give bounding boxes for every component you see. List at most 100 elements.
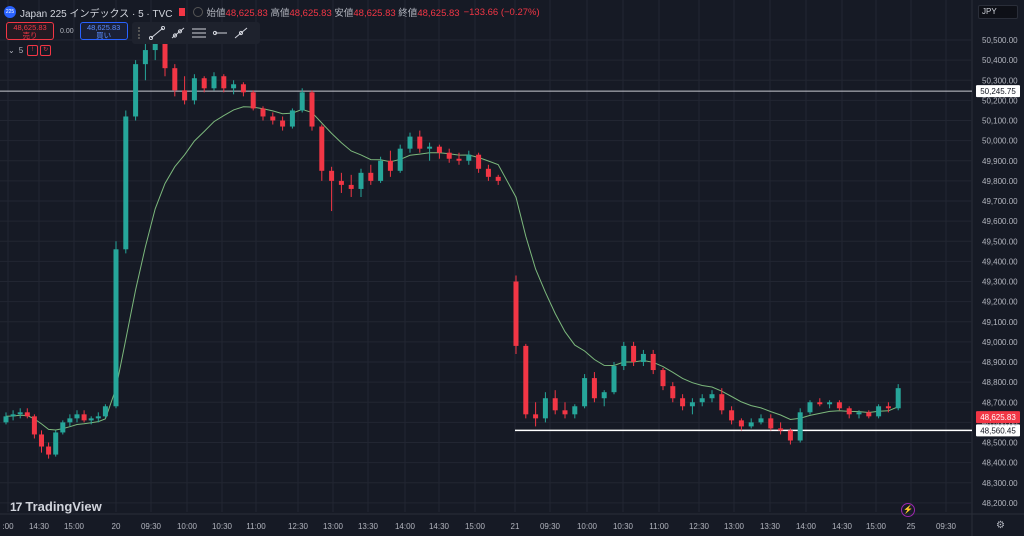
candle-body	[387, 160, 393, 171]
sell-button[interactable]: 48,625.83 売り	[6, 22, 54, 40]
candle-body	[758, 418, 764, 423]
currency-selector[interactable]: JPY	[978, 5, 1018, 19]
x-tick-label: 09:30	[540, 522, 561, 531]
candle-body	[53, 432, 59, 455]
y-tick-label: 49,300.00	[982, 278, 1018, 287]
candle-body	[476, 154, 482, 169]
candle-body	[591, 378, 597, 399]
ray-icon[interactable]	[170, 26, 186, 40]
candle-body	[680, 398, 686, 407]
symbol-title[interactable]: Japan 225 インデックス · 5 · TVC	[20, 8, 173, 20]
x-tick-label: 09:30	[141, 522, 162, 531]
candle-body	[240, 84, 246, 93]
y-tick-label: 48,200.00	[982, 499, 1018, 508]
candle-body	[24, 412, 30, 417]
candle-body	[601, 392, 607, 399]
x-tick-label: 14:30	[832, 522, 853, 531]
interval-label[interactable]: 5	[18, 46, 24, 55]
chevron-down-icon[interactable]: ⌄	[8, 46, 15, 55]
candle-body	[456, 158, 462, 161]
extended-line-icon[interactable]	[233, 26, 249, 40]
y-tick-label: 50,300.00	[982, 76, 1018, 85]
candle-body	[699, 398, 705, 403]
candle-body	[319, 126, 325, 171]
candle-body	[221, 76, 227, 89]
candle-body	[552, 398, 558, 411]
candle-body	[417, 136, 423, 149]
price-line-label-box	[976, 424, 1020, 437]
y-tick-label: 49,100.00	[982, 318, 1018, 327]
x-tick-label: :00	[2, 522, 14, 531]
lightning-icon[interactable]: ⚡	[901, 503, 915, 517]
price-line-label-box	[976, 85, 1020, 98]
candle-body	[797, 412, 803, 441]
candle-body	[201, 78, 207, 89]
last-price-label: 48,625.83	[980, 413, 1016, 422]
candle-body	[542, 398, 548, 419]
x-tick-label: 09:30	[936, 522, 957, 531]
candle-body	[102, 406, 108, 417]
x-tick-label: 10:00	[577, 522, 598, 531]
x-tick-label: 15:00	[64, 522, 85, 531]
symbol-badge[interactable]: 225	[4, 6, 16, 18]
candle-body	[88, 418, 94, 421]
x-tick-label: 13:30	[760, 522, 781, 531]
y-tick-label: 49,400.00	[982, 257, 1018, 266]
candle-body	[60, 422, 66, 433]
candle-body	[689, 402, 695, 407]
x-tick-label: 14:00	[796, 522, 817, 531]
candle-body	[836, 402, 842, 409]
candle-body	[67, 418, 73, 423]
price-line-label: 50,245.75	[980, 87, 1016, 96]
candle-body	[299, 92, 305, 111]
candle-body	[10, 414, 16, 417]
candle-body	[895, 388, 901, 409]
candle-body	[270, 116, 276, 121]
x-tick-label: 14:30	[29, 522, 50, 531]
horizontal-price-lines[interactable]: 50,245.75 48,560.45	[0, 85, 1020, 437]
candle-body	[162, 35, 168, 69]
y-tick-label: 48,900.00	[982, 358, 1018, 367]
alert-icon[interactable]: !	[27, 45, 39, 56]
y-tick-label: 48,400.00	[982, 459, 1018, 468]
y-tick-label: 48,500.00	[982, 439, 1018, 448]
candle-body	[446, 152, 452, 159]
horizontal-ray-icon[interactable]	[212, 26, 228, 40]
y-tick-label: 49,800.00	[982, 177, 1018, 186]
candle-body	[407, 136, 413, 149]
x-tick-label: 11:00	[246, 522, 266, 531]
x-tick-label: 25	[907, 522, 916, 531]
refresh-icon[interactable]: ↻	[40, 45, 52, 56]
candle-body	[807, 402, 813, 413]
candle-body	[427, 146, 433, 149]
trend-line-icon[interactable]	[149, 26, 165, 40]
candle-body	[523, 345, 529, 415]
price-axis[interactable]: 50,500.00 50,400.00 50,300.00 50,200.00 50,1…	[976, 36, 1020, 508]
x-tick-label: 12:30	[689, 522, 710, 531]
candle-body	[280, 120, 286, 127]
parallel-channel-icon[interactable]	[191, 26, 207, 40]
candle-body	[191, 78, 197, 101]
candle-body	[660, 370, 666, 387]
candle-body	[768, 418, 774, 429]
moving-average-path	[5, 106, 899, 431]
candle-body	[289, 110, 295, 127]
candle-body	[39, 434, 44, 447]
candle-body	[729, 410, 735, 421]
candle-body	[866, 412, 872, 417]
candle-body	[778, 428, 784, 431]
candle-body	[368, 172, 374, 181]
buy-button[interactable]: 48,625.83 買い	[79, 22, 128, 40]
x-tick-label: 13:00	[323, 522, 344, 531]
flag-icon[interactable]	[178, 8, 185, 16]
candle-body	[876, 406, 882, 417]
market-status-icon[interactable]	[192, 7, 203, 17]
grip-icon[interactable]	[138, 27, 144, 39]
gear-icon[interactable]: ⚙	[996, 520, 1005, 531]
x-tick-label: 21	[511, 522, 520, 531]
candle-body	[211, 76, 217, 89]
tradingview-logo[interactable]: 17 TradingView	[10, 499, 102, 514]
time-axis[interactable]: :00 14:30 15:00 20 09:30 10:00 10:30 11:00 12:30…	[2, 522, 956, 531]
y-tick-label: 50,500.00	[982, 36, 1018, 45]
